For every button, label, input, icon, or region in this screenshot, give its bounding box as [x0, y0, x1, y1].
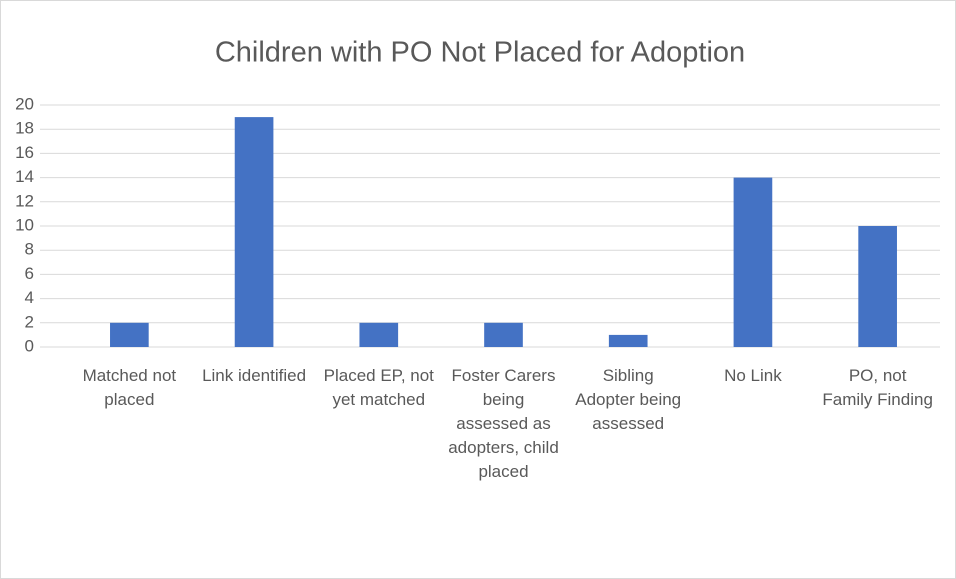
label-line: Sibling [603, 366, 654, 385]
y-tick-label: 18 [15, 119, 34, 138]
label-line: being [483, 390, 525, 409]
label-line: Matched not [83, 366, 177, 385]
label-line: Link identified [202, 366, 306, 385]
label-line: Placed EP, not [324, 366, 435, 385]
y-tick-label: 20 [15, 94, 34, 113]
bar [733, 177, 773, 347]
label-line: Family Finding [822, 390, 933, 409]
y-tick-label: 14 [15, 167, 34, 186]
label-line: Adopter being [575, 390, 681, 409]
y-tick-label: 16 [15, 143, 34, 162]
y-tick-label: 0 [25, 336, 34, 355]
x-tick-label: Sibling Adopter being assessed [575, 366, 681, 433]
label-line: No Link [724, 366, 782, 385]
x-tick-label: PO, not Family Finding [822, 366, 933, 409]
x-tick-label: Matched not placed [83, 366, 177, 409]
bar [484, 322, 523, 347]
label-line: yet matched [332, 390, 425, 409]
x-tick-label: Link identified [202, 366, 306, 385]
bar [858, 226, 897, 347]
label-line: assessed [592, 414, 664, 433]
label-line: placed [478, 462, 528, 481]
label-line: PO, not [849, 366, 907, 385]
x-tick-label: No Link [724, 366, 782, 385]
x-tick-label: Placed EP, not yet matched [324, 366, 435, 409]
label-line: placed [104, 390, 154, 409]
y-tick-label: 4 [25, 288, 34, 307]
label-line: adopters, child [448, 438, 559, 457]
y-tick-label: 12 [15, 191, 34, 210]
chart-title: Children with PO Not Placed for Adoption [215, 37, 745, 69]
y-tick-label: 10 [15, 215, 34, 234]
label-line: Foster Carers [452, 366, 556, 385]
y-tick-label: 6 [25, 264, 34, 283]
bar [110, 322, 149, 347]
bar [608, 334, 648, 347]
y-tick-label: 2 [25, 312, 34, 331]
x-tick-label: Foster Carers being assessed as adopters, c… [448, 366, 559, 481]
bar [359, 322, 399, 347]
y-tick-label: 8 [25, 240, 34, 259]
label-line: assessed as [456, 414, 551, 433]
bar [234, 117, 274, 347]
